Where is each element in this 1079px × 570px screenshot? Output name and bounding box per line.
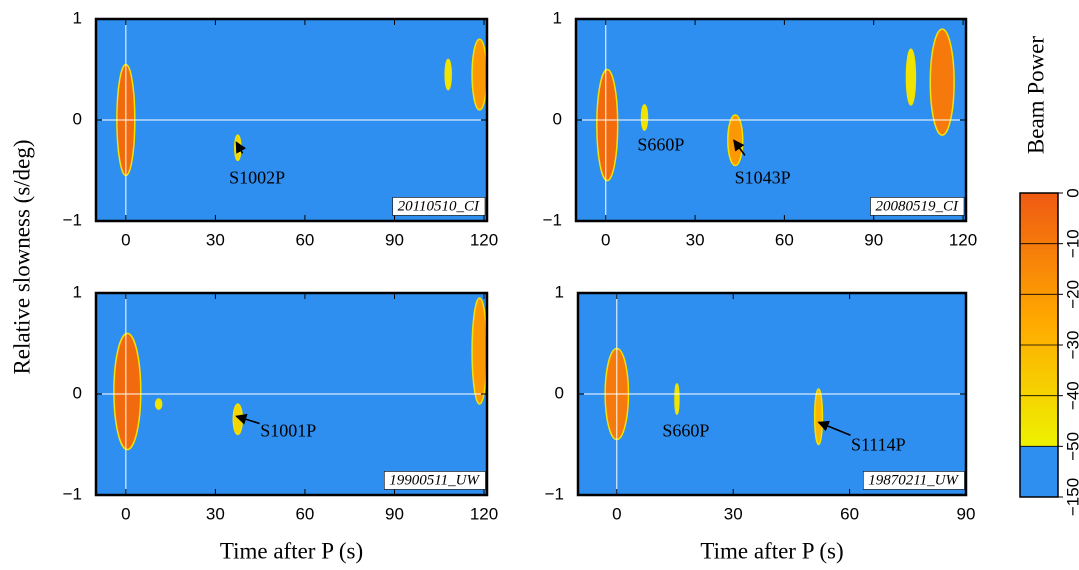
x-tick-label: 120 [470,230,498,249]
panel: 0 30 60 90 120 −1 0 1 S660P S1043P 20080519_CI [543,8,978,249]
x-tick-label: 0 [601,230,610,249]
y-tick-label: 0 [73,109,82,128]
event-label: 19900511_UW [389,472,480,488]
colorbar-tick-label: 0 [1063,188,1079,197]
arrow [733,139,746,156]
x-tick-label: 90 [385,230,404,249]
beam-spot [596,68,619,182]
x-tick-label: 60 [295,504,314,523]
colorbar-tick-label: −50 [1063,432,1079,461]
y-tick-label: 0 [555,383,564,402]
x-tick-label: 0 [121,504,130,523]
colorbar-tick-label: −30 [1063,331,1079,360]
y-tick-label: −1 [63,210,82,229]
phase-label: S1001P [260,421,316,441]
arrow [235,413,260,425]
x-tick-label: 90 [864,230,883,249]
beam-spot [113,332,142,451]
beam-spot [674,383,680,415]
x-tick-label: 30 [206,504,225,523]
event-label: 20110510_CI [398,198,480,214]
x-tick-label: 30 [206,230,225,249]
panel: 0 30 60 90 120 −1 0 1 S1001P 19900511_UW Time afte… [63,282,499,563]
x-tick-label: 60 [295,230,314,249]
beam-spot [471,38,488,111]
event-label: 19870211_UW [868,472,959,488]
arrow [817,420,851,436]
x-tick-label: 120 [949,230,977,249]
colorbar-tick-label: −40 [1063,381,1079,410]
beam-spot [813,388,824,446]
y-tick-label: −1 [63,484,82,503]
beam-spot [232,403,244,436]
beam-spot [905,48,917,106]
phase-label: S660P [637,134,684,154]
x-tick-label: 120 [470,504,498,523]
beam-spot [471,297,488,405]
colorbar-tick-label: −150 [1063,478,1079,516]
x-tick-label: 90 [385,504,404,523]
x-tick-label: 30 [724,504,743,523]
x-tick-label: 30 [686,230,705,249]
y-tick-label: 0 [553,109,562,128]
beam-spot [929,28,955,136]
x-tick-label: 90 [957,504,976,523]
y-tick-label: −1 [543,210,562,229]
arrow [235,141,247,154]
phase-label: S660P [662,421,709,441]
event-label-box [870,197,965,216]
event-label-box [862,471,965,490]
plot-frame [574,17,968,223]
y-tick-label: 1 [555,282,564,301]
colorbar-tick-label: −20 [1063,280,1079,309]
colorbar-tick-label: −10 [1063,229,1079,258]
x-tick-label: 60 [840,504,859,523]
x-tick-label: 60 [775,230,794,249]
colorbar-title: Beam Power [1023,36,1048,155]
event-label-box [392,197,486,216]
beam-spot [444,58,452,91]
panel: 0 30 60 90 −1 0 1 S660P S1114P 19870211_UW Time af… [545,282,976,563]
y-tick-label: 1 [553,8,562,27]
beam-spot [640,104,649,131]
x-axis-title: Time after P (s) [220,538,363,563]
y-tick-label: 1 [73,282,82,301]
y-tick-label: −1 [545,484,564,503]
event-label-box [383,471,486,490]
x-tick-label: 0 [121,230,130,249]
x-axis-title: Time after P (s) [700,538,843,563]
beam-spot [154,398,163,410]
x-tick-label: 0 [612,504,621,523]
plot-frame [94,17,489,223]
plot-frame [94,291,489,497]
y-tick-label: 0 [73,383,82,402]
y-axis-title: Relative slowness (s/deg) [9,139,34,374]
event-label: 20080519_CI [876,198,960,214]
beam-spot [727,114,744,167]
panel: 0 30 60 90 120 −1 0 1 S1002P 20110510_CI Relative … [9,8,498,374]
phase-label: S1043P [735,168,791,188]
plot-frame [576,291,968,497]
phase-label: S1002P [229,168,285,188]
y-tick-label: 1 [73,8,82,27]
phase-label: S1114P [851,435,906,455]
